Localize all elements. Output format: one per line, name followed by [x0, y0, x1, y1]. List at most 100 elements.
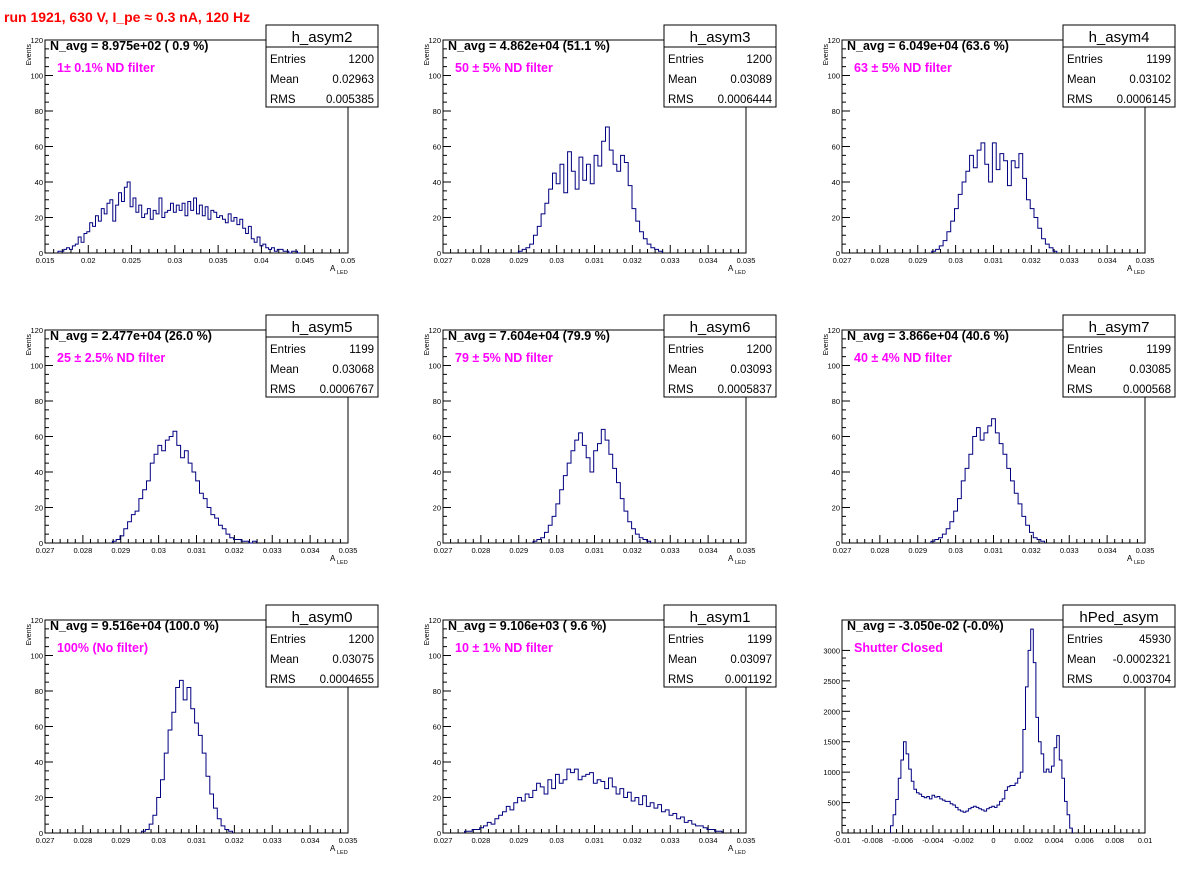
x-axis-label: A: [728, 264, 734, 273]
x-tick-label: -0.006: [892, 836, 913, 845]
stat-box-frame: [1062, 604, 1176, 688]
x-tick-label: 0.028: [870, 256, 889, 265]
navg-label: N_avg = 6.049e+04 (63.6 %): [847, 39, 1009, 53]
x-tick-label: 0.033: [661, 256, 680, 265]
y-axis-label: Events: [424, 44, 431, 66]
x-axis-label: A: [330, 844, 336, 853]
x-tick-label: 0.032: [623, 546, 642, 555]
x-axis-label-sub: LED: [735, 850, 746, 856]
y-tick-label: 0: [39, 829, 43, 838]
x-tick-label: 0.029: [908, 546, 927, 555]
y-tick-label: 20: [433, 214, 441, 223]
y-tick-label: 40: [35, 178, 43, 187]
y-tick-label: 20: [35, 794, 43, 803]
x-tick-label: 0.03: [948, 256, 963, 265]
x-tick-label: 0.008: [1105, 836, 1124, 845]
stat-box-frame: [265, 314, 379, 398]
stat-value-rms: 0.001192: [725, 674, 772, 686]
x-tick-label: 0.033: [263, 546, 282, 555]
y-tick-label: 120: [428, 36, 441, 45]
stat-label-entries: Entries: [1067, 344, 1103, 356]
x-tick-label: 0.028: [471, 256, 490, 265]
stat-value-entries: 1199: [747, 634, 772, 646]
x-axis-label-sub: LED: [1134, 560, 1145, 566]
y-tick-label: 60: [35, 143, 43, 152]
x-axis-label: A: [728, 844, 734, 853]
x-axis-label: A: [330, 554, 336, 563]
stat-value-entries: 1200: [746, 344, 772, 356]
y-tick-label: 60: [433, 433, 441, 442]
y-tick-label: 60: [433, 143, 441, 152]
filter-label: 79 ± 5% ND filter: [455, 351, 553, 365]
y-axis-label: Events: [823, 334, 830, 356]
stat-value-rms: 0.0006767: [320, 384, 374, 396]
stat-value-mean: 0.03075: [332, 654, 374, 666]
x-tick-label: 0.004: [1045, 836, 1064, 845]
x-tick-label: 0.034: [1098, 546, 1117, 555]
navg-label: N_avg = 3.866e+04 (40.6 %): [847, 329, 1009, 343]
y-tick-label: 20: [433, 794, 441, 803]
panel-h_asym2: 0.015 0.02 0.025 0.03 0.035 0.04 0.045 0.05 0 20 4…: [26, 24, 379, 276]
stat-value-mean: 0.03089: [730, 74, 772, 86]
stat-box-frame: [1062, 314, 1176, 398]
histogram-name: h_asym3: [690, 29, 751, 46]
y-tick-label: 100: [827, 362, 840, 371]
x-axis-label-sub: LED: [337, 560, 348, 566]
panel-h_asym3: 0.027 0.028 0.029 0.03 0.031 0.032 0.033 0.034 0…: [424, 24, 777, 276]
histogram-series: [890, 628, 1073, 833]
x-tick-label: 0.033: [1060, 256, 1079, 265]
x-tick-label: 0.031: [187, 836, 206, 845]
stat-box: h_asym5 Entries 1199 Mean 0.03068 RMS 0.000676…: [265, 314, 379, 398]
run-title: run 1921, 630 V, I_pe ≈ 0.3 nA, 120 Hz: [4, 9, 251, 25]
stat-label-entries: Entries: [668, 344, 704, 356]
panel-h_asym1: 0.027 0.028 0.029 0.03 0.031 0.032 0.033 0.034 0…: [424, 604, 777, 856]
x-tick-label: 0.027: [36, 546, 55, 555]
x-tick-label: 0.03: [948, 546, 963, 555]
navg-label: N_avg = 8.975e+02 ( 0.9 %): [50, 39, 208, 53]
x-tick-label: 0.045: [295, 256, 314, 265]
x-tick-label: 0.031: [984, 546, 1003, 555]
y-tick-label: 0: [437, 539, 441, 548]
x-tick-label: 0.028: [471, 546, 490, 555]
stat-label-rms: RMS: [1067, 674, 1093, 686]
histogram-name: h_asym0: [292, 609, 353, 626]
x-tick-label: 0.034: [699, 546, 718, 555]
filter-label: 63 ± 5% ND filter: [854, 61, 952, 75]
histogram-series: [111, 430, 257, 544]
x-tick-label: 0.03: [549, 546, 564, 555]
x-tick-label: 0.029: [509, 836, 528, 845]
y-tick-label: 120: [30, 326, 43, 335]
stat-value-mean: 0.02963: [332, 74, 374, 86]
navg-label: N_avg = 9.106e+03 ( 9.6 %): [448, 619, 606, 633]
stat-value-entries: 1200: [348, 54, 374, 66]
stat-value-entries: 1199: [349, 344, 374, 356]
navg-label: N_avg = 7.604e+04 (79.9 %): [448, 329, 610, 343]
x-tick-label: 0.029: [111, 836, 130, 845]
stat-value-rms: 0.005385: [326, 94, 374, 106]
x-axis-label: A: [728, 554, 734, 563]
histogram-series: [57, 181, 301, 254]
histogram-name: h_asym5: [292, 319, 353, 336]
y-tick-label: 20: [832, 214, 840, 223]
y-tick-label: 120: [30, 616, 43, 625]
stat-value-mean: -0.0002321: [1113, 654, 1171, 666]
stat-label-rms: RMS: [668, 384, 694, 396]
navg-label: N_avg = 9.516e+04 (100.0 %): [50, 619, 219, 633]
histogram-name: h_asym7: [1089, 319, 1150, 336]
stat-label-mean: Mean: [270, 364, 299, 376]
x-tick-label: 0.031: [585, 546, 604, 555]
navg-label: N_avg = -3.050e-02 (-0.0%): [847, 619, 1004, 633]
stat-box-frame: [663, 24, 777, 108]
y-tick-label: 40: [433, 758, 441, 767]
x-tick-label: -0.004: [922, 836, 943, 845]
stat-label-mean: Mean: [1067, 364, 1096, 376]
y-tick-label: 80: [832, 107, 840, 116]
x-tick-label: 0.027: [833, 256, 852, 265]
y-tick-label: 60: [832, 143, 840, 152]
stat-label-mean: Mean: [668, 364, 697, 376]
x-tick-label: 0.034: [699, 256, 718, 265]
x-tick-label: 0.03: [549, 256, 564, 265]
y-tick-label: 40: [433, 178, 441, 187]
stat-box-frame: [265, 604, 379, 688]
x-axis-label: A: [1127, 554, 1133, 563]
